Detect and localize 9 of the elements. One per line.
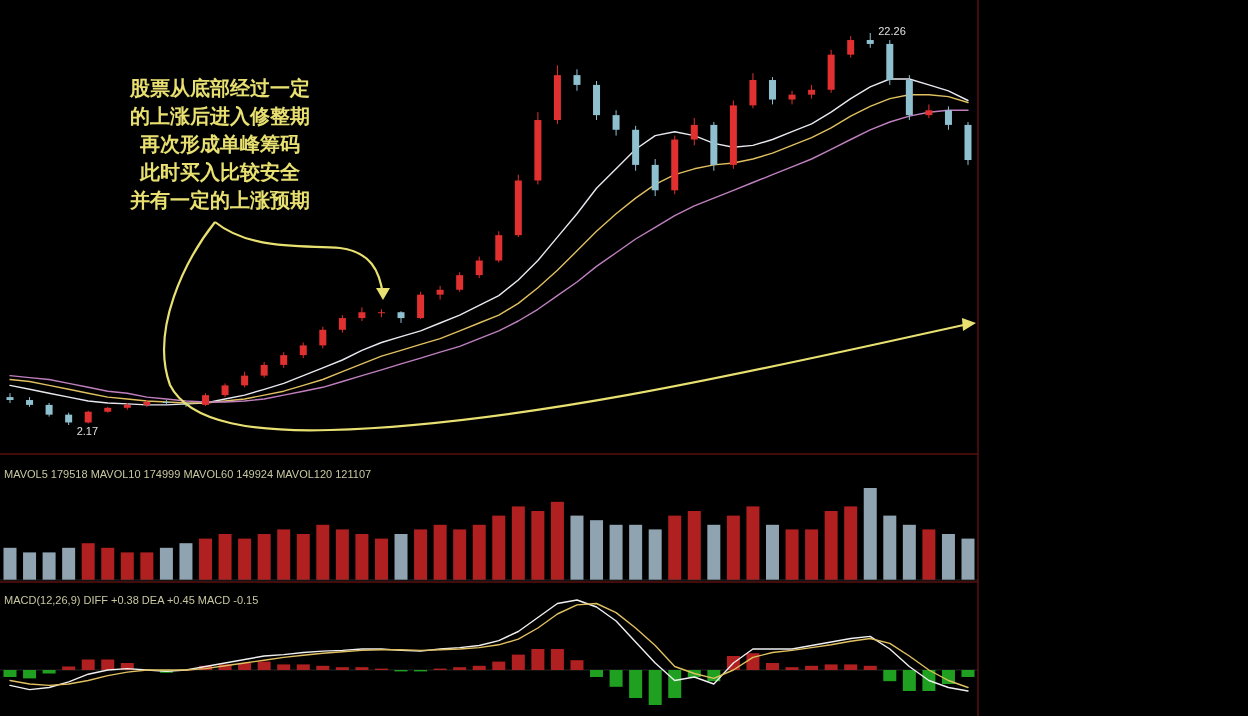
chart-title: MAVOL5 179518 MAVOL10 174999 MAVOL60 149924 MAVOL120 121107 — [4, 468, 372, 480]
annotation: 的上涨后进入修整期 — [130, 105, 310, 127]
annotation: 此时买入比较安全 — [139, 161, 301, 183]
annotation: 再次形成单峰筹码 — [139, 133, 300, 155]
annotation: 并有一定的上涨预期 — [129, 189, 310, 211]
chart-title: MACD(12,26,9) DIFF +0.38 DEA +0.45 MACD -0.15 — [4, 594, 259, 606]
annotation: 股票从底部经过一定 — [129, 77, 310, 99]
annotation: 22.26 — [878, 25, 906, 37]
annotation: 2.17 — [76, 425, 99, 437]
